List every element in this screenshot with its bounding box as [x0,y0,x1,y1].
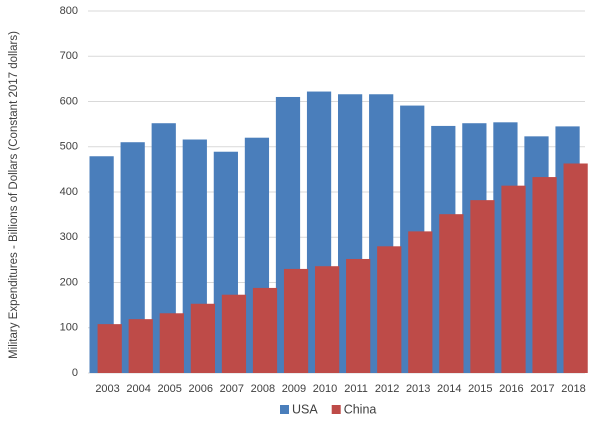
bar [439,214,464,373]
bar [408,231,433,373]
y-tick-label: 500 [60,141,78,153]
bar [159,313,184,373]
y-tick-label: 300 [60,231,78,243]
y-tick-label: 100 [60,322,78,334]
legend-swatch [280,405,289,414]
x-tick-label: 2013 [406,383,430,395]
y-tick-label: 0 [72,367,78,379]
bar [190,303,215,373]
bar [346,258,371,373]
x-tick-label: 2005 [157,383,181,395]
legend-label: USA [292,402,318,416]
bar [563,163,588,373]
x-tick-label: 2016 [499,383,523,395]
y-tick-label: 700 [60,50,78,62]
x-tick-label: 2009 [282,383,306,395]
x-tick-label: 2012 [375,383,399,395]
bar [377,246,402,373]
x-tick-label: 2003 [95,383,119,395]
bar [315,266,340,373]
y-tick-label: 400 [60,186,78,198]
bar [97,324,122,373]
x-tick-label: 2018 [561,383,585,395]
bar [532,177,557,373]
y-tick-label: 800 [60,5,78,17]
bar [283,268,309,373]
bar [128,319,153,373]
bar [221,294,247,373]
bar [252,287,278,373]
x-tick-label: 2008 [251,383,275,395]
legend-label: China [344,402,377,416]
y-tick-label: 200 [60,276,78,288]
y-tick-label: 600 [60,95,78,107]
x-tick-label: 2014 [437,383,461,395]
x-tick-label: 2011 [344,383,368,395]
x-tick-label: 2007 [220,383,244,395]
bar [501,185,526,373]
x-tick-label: 2017 [530,383,554,395]
x-tick-label: 2004 [126,383,150,395]
x-tick-label: 2010 [313,383,337,395]
legend-swatch [331,405,341,414]
bar [470,200,495,373]
x-tick-label: 2015 [468,383,492,395]
x-tick-label: 2006 [189,383,213,395]
y-axis-label: Military Expenditures - Billions of Doll… [8,31,20,359]
